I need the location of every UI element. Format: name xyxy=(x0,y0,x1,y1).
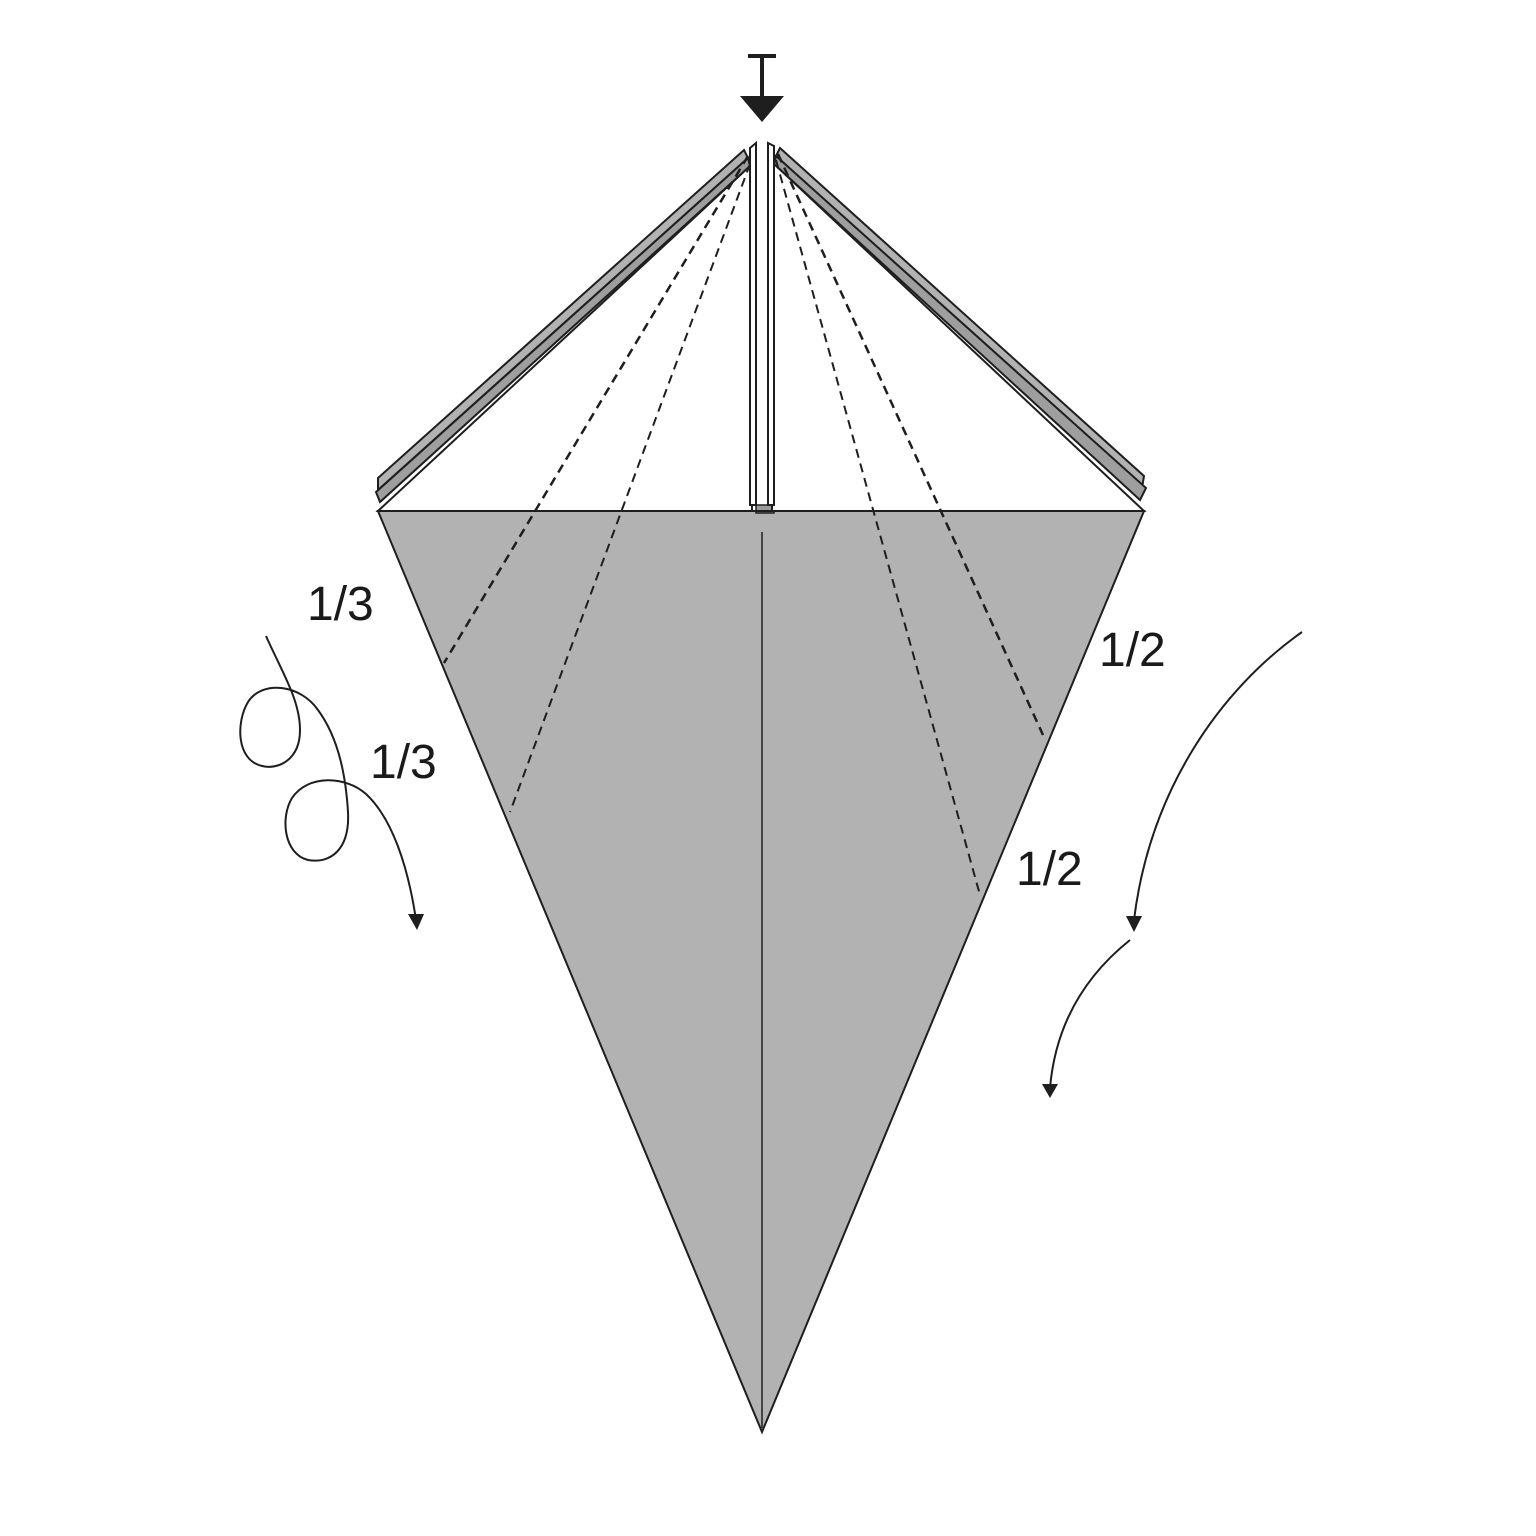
left-outer-fold-line xyxy=(442,155,750,664)
double-fold-arrow-icon xyxy=(1042,631,1303,1098)
label-right-lower-half: 1/2 xyxy=(1016,843,1083,896)
right-center-strip xyxy=(767,141,775,506)
label-right-upper-half: 1/2 xyxy=(1099,624,1166,677)
left-center-strip xyxy=(749,140,757,506)
label-left-lower-third: 1/3 xyxy=(370,736,437,789)
left-flap-face xyxy=(375,163,754,512)
rabbit-ear-twist-arrow-icon xyxy=(239,635,424,930)
right-outer-fold-line xyxy=(776,153,1045,736)
upper-left-flap xyxy=(374,140,757,512)
kite-body xyxy=(376,504,1146,1435)
right-flap-face xyxy=(770,161,1147,512)
upper-right-flap xyxy=(767,141,1148,512)
right-inner-fold-line xyxy=(775,159,981,896)
push-arrow-icon xyxy=(740,54,784,122)
label-left-upper-third: 1/3 xyxy=(307,578,374,631)
kite-lower-triangle xyxy=(376,510,1146,1435)
fold-lines xyxy=(442,153,1045,896)
left-inner-fold-line xyxy=(509,163,751,813)
